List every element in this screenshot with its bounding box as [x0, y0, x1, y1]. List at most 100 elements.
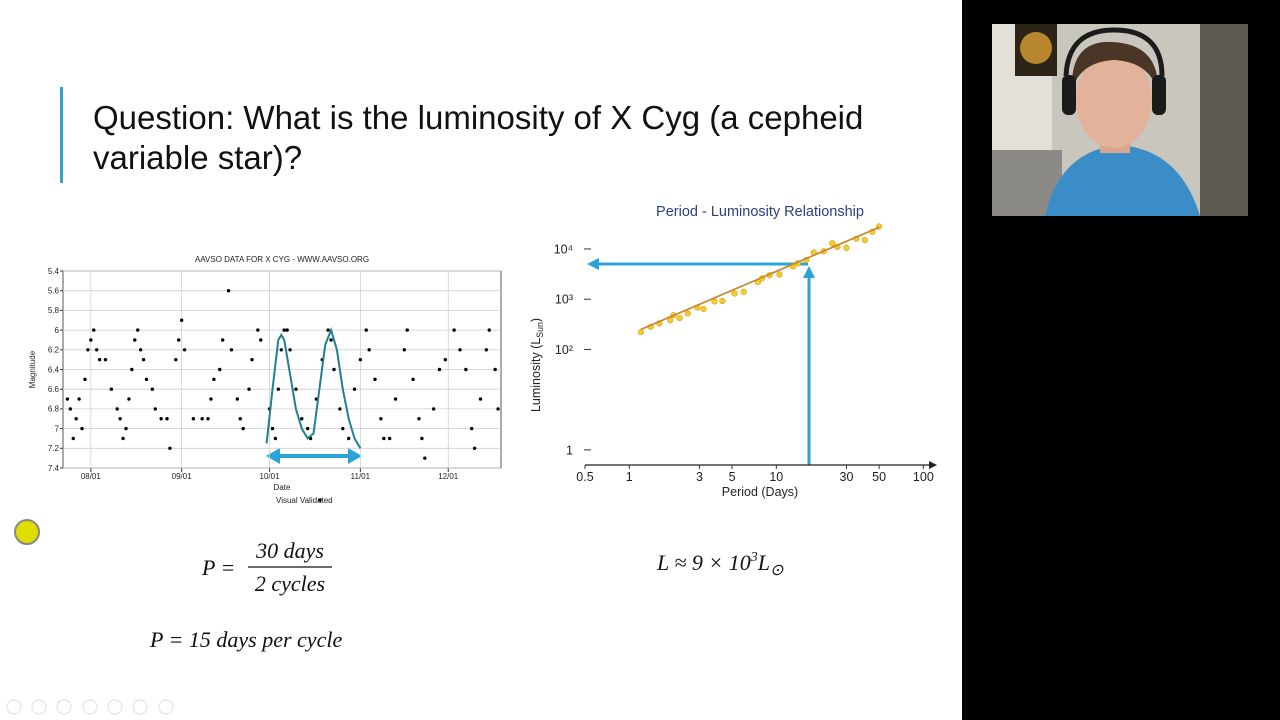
y-tick-label: 5.6: [48, 287, 60, 296]
data-point: [478, 397, 483, 401]
data-point: [417, 417, 421, 421]
data-point: [776, 271, 783, 278]
data-point: [393, 397, 398, 401]
data-point: [127, 397, 131, 401]
data-point: [411, 377, 415, 382]
y-tick-label: 6.2: [48, 346, 60, 355]
y-axis-label: Luminosity (LSun): [529, 318, 545, 412]
y-tick-label: 5.8: [48, 306, 60, 315]
data-point: [700, 305, 707, 313]
data-point: [341, 426, 345, 431]
data-point: [279, 348, 283, 352]
data-point: [405, 328, 409, 332]
y-tick-label: 7.4: [48, 464, 60, 473]
data-point: [144, 377, 149, 382]
equation-numerator: 30 days: [255, 538, 324, 563]
y-tick-label: 10⁴: [554, 242, 573, 256]
x-tick-label: 09/01: [172, 472, 193, 481]
data-point: [431, 407, 436, 411]
slide-toolbar[interactable]: [6, 699, 174, 715]
data-point: [182, 348, 187, 352]
data-point: [247, 387, 251, 391]
data-point: [124, 426, 128, 431]
x-tick-label: 50: [872, 470, 886, 484]
data-point: [464, 367, 468, 372]
data-point: [177, 338, 181, 342]
data-point: [141, 357, 146, 362]
equation-denominator: 2 cycles: [255, 571, 325, 596]
equation-main: L ≈ 9 × 10: [656, 550, 751, 575]
data-point: [843, 244, 850, 252]
data-point: [352, 387, 357, 391]
data-point: [684, 310, 691, 317]
data-point: [138, 348, 143, 352]
y-axis-label: Magnitude: [28, 350, 37, 388]
data-point: [332, 367, 336, 372]
data-point: [229, 348, 234, 352]
data-point: [226, 289, 231, 293]
x-tick-label: 3: [696, 470, 703, 484]
data-point: [71, 436, 75, 441]
data-point: [174, 357, 178, 362]
data-point: [288, 348, 292, 352]
data-point: [168, 446, 172, 450]
equation-exponent: 3: [750, 550, 758, 565]
data-point: [270, 426, 275, 431]
data-point: [89, 338, 93, 342]
period-arrow: [266, 448, 362, 464]
data-point: [92, 328, 96, 332]
data-point: [179, 318, 184, 322]
y-tick-label: 1: [566, 443, 573, 457]
y-axis-label-end: ): [529, 318, 543, 322]
x-tick-label: 10/01: [260, 472, 281, 481]
y-tick-label: 6: [55, 326, 60, 335]
equation-lhs: P =: [201, 555, 235, 580]
data-point: [77, 397, 81, 401]
fit-line: [265, 327, 362, 449]
data-point: [367, 348, 371, 352]
data-point: [496, 407, 500, 411]
data-point: [250, 357, 254, 362]
x-tick-label: 11/01: [351, 472, 371, 481]
data-point: [118, 417, 122, 421]
data-point: [165, 417, 169, 421]
data-point: [294, 387, 298, 391]
data-point: [109, 387, 114, 391]
y-tick-label: 6.8: [48, 405, 60, 414]
data-point: [241, 426, 245, 431]
data-point: [159, 417, 163, 421]
x-tick-label: 10: [769, 470, 783, 484]
data-point: [86, 348, 90, 352]
y-tick-label: 6.6: [48, 385, 60, 394]
y-axis-label-main: Luminosity (L: [529, 338, 543, 412]
slide-title: Question: What is the luminosity of X Cy…: [93, 99, 863, 136]
data-point: [346, 436, 351, 441]
fit-line: [640, 226, 880, 331]
data-point: [300, 417, 304, 421]
data-point: [402, 348, 407, 352]
data-point: [115, 407, 119, 411]
data-point: [136, 328, 140, 332]
x-axis-label: Period (Days): [722, 485, 798, 499]
cursor: [14, 519, 40, 545]
equation-result: P = 15 days per cycle: [149, 627, 342, 652]
data-point: [382, 436, 386, 441]
data-point: [861, 237, 868, 244]
slide-title: variable star)?: [93, 139, 302, 176]
data-point: [637, 329, 645, 336]
data-point: [191, 417, 196, 421]
data-point: [68, 407, 73, 411]
data-point: [740, 288, 747, 295]
data-point: [437, 367, 442, 372]
equation-subscript: ⊙: [770, 562, 784, 579]
data-point: [273, 436, 278, 441]
slide-background: [0, 0, 962, 720]
data-point: [423, 456, 427, 460]
data-point: [220, 338, 225, 342]
data-point: [329, 338, 333, 342]
y-tick-label: 7: [55, 424, 60, 433]
chart-title: Period - Luminosity Relationship: [656, 204, 864, 220]
data-point: [259, 338, 263, 342]
data-point: [379, 417, 383, 421]
